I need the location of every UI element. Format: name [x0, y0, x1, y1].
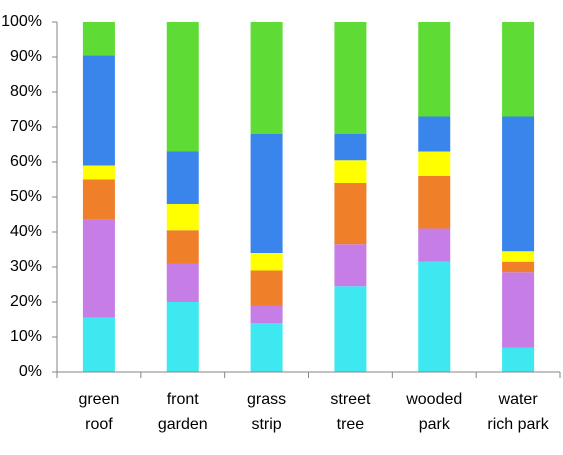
y-tick-label: 10% [10, 328, 42, 345]
bar-segment [166, 230, 199, 264]
x-tick-label: green roof [78, 391, 119, 433]
bar-segment [166, 263, 199, 302]
y-tick-label: 100% [1, 13, 42, 30]
bar-segment [82, 179, 115, 220]
y-tick-label: 60% [10, 153, 42, 170]
bar-segment [82, 22, 115, 56]
bar-segment [250, 134, 283, 253]
bar-segment [82, 219, 115, 318]
bar-segment [502, 261, 535, 273]
bar-segment [418, 151, 451, 176]
bar-segment [502, 116, 535, 252]
bar-segment [334, 183, 367, 245]
y-tick-label: 50% [10, 188, 42, 205]
y-tick-label: 40% [10, 223, 42, 240]
bar-segment [82, 317, 115, 372]
bar-segment [82, 165, 115, 180]
y-tick-label: 20% [10, 293, 42, 310]
bar-segment [334, 22, 367, 134]
x-tick-label: street tree [330, 391, 371, 433]
bar-segment [166, 151, 199, 204]
bar-segment [502, 272, 535, 348]
bar-segment [418, 22, 451, 117]
bar-segment [334, 244, 367, 287]
bar-segment [82, 55, 115, 166]
bar-segment [166, 22, 199, 152]
bar-segment [418, 228, 451, 262]
bar-segment [166, 204, 199, 231]
bar-segment [502, 347, 535, 372]
bar-segment [418, 261, 451, 372]
y-tick-label: 90% [10, 48, 42, 65]
x-tick-label: front garden [158, 391, 208, 433]
y-tick-label: 0% [19, 363, 42, 380]
bar-segment [334, 134, 367, 161]
bar-segment [250, 270, 283, 306]
bar-segment [250, 22, 283, 134]
bar-segment [334, 160, 367, 183]
bar-segment [502, 251, 535, 262]
bar-segment [334, 286, 367, 372]
x-tick-label: wooded park [405, 391, 462, 433]
y-tick-label: 30% [10, 258, 42, 275]
y-tick-label: 70% [10, 118, 42, 135]
bar-segment [250, 323, 283, 372]
y-tick-label: 80% [10, 83, 42, 100]
bar-segment [418, 116, 451, 152]
bar-segment [166, 302, 199, 372]
bar-segment [502, 22, 535, 117]
x-tick-label: grass strip [247, 391, 286, 433]
x-tick-label: water rich park [487, 391, 549, 433]
bar-segment [250, 253, 283, 271]
bar-segment [418, 176, 451, 229]
bar-segment [250, 305, 283, 323]
